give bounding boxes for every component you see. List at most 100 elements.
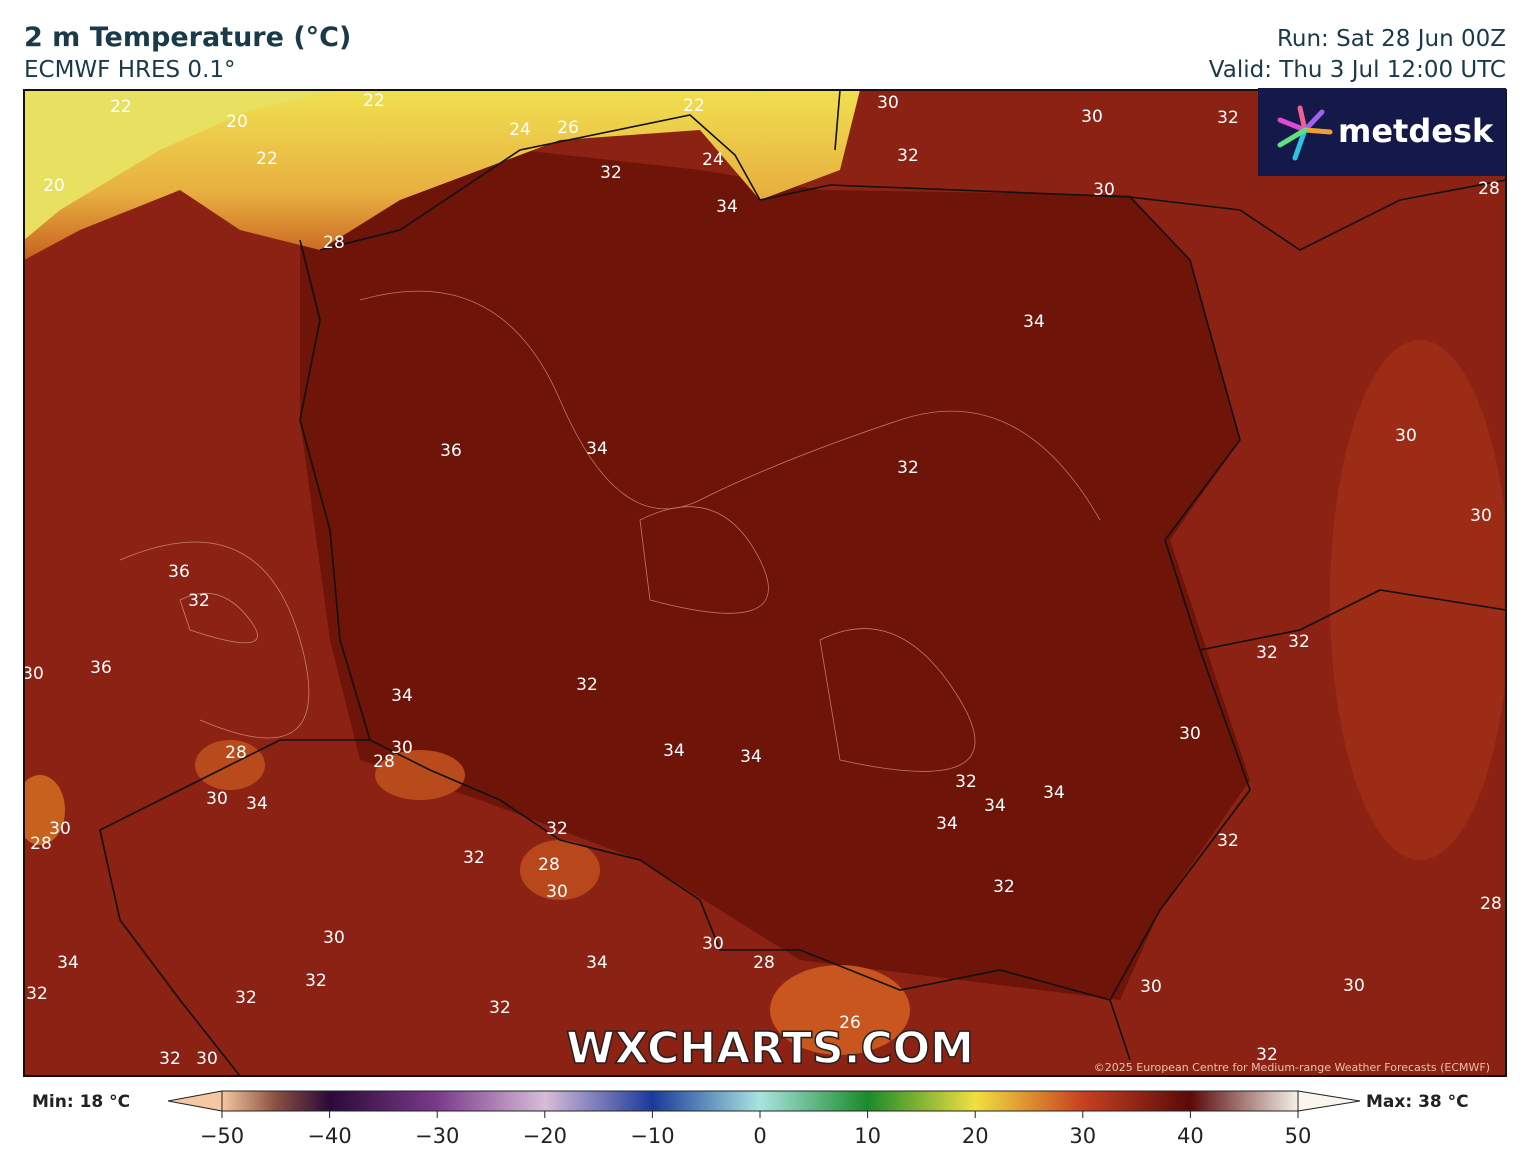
contour-label: 28	[538, 855, 560, 875]
contours	[119, 290, 1101, 772]
colorbar: Min: 18 °C Max: 38 °C −50 −40 −30 −20 −10 0 10…	[32, 1090, 1469, 1148]
run-time: Run: Sat 28 Jun 00Z	[1277, 26, 1506, 52]
contour-label: 32	[955, 772, 977, 792]
contour-label: 28	[373, 752, 395, 772]
colorbar-tick-label: 50	[1285, 1124, 1312, 1148]
contour-label: 26	[557, 118, 579, 138]
colorbar-tick-label: 10	[854, 1124, 881, 1148]
contour-label: 36	[90, 658, 112, 678]
colorbar-tick-label: 40	[1177, 1124, 1204, 1148]
contour-label: 32	[576, 675, 598, 695]
contour-label: 32	[600, 163, 622, 183]
contour-label: 34	[740, 747, 762, 767]
contour-label: 32	[1256, 1045, 1278, 1065]
title: 2 m Temperature (°C)	[24, 22, 351, 53]
warm-patch	[375, 750, 465, 800]
logo-text: metdesk	[1338, 112, 1494, 150]
warm-patch	[770, 965, 910, 1055]
sea-cool	[24, 90, 340, 240]
contour-label: 36	[168, 562, 190, 582]
contour-label: 34	[586, 953, 608, 973]
contour-label: 30	[391, 738, 413, 758]
contour-label: 22	[683, 96, 705, 116]
contour-label: 28	[1478, 179, 1500, 199]
contour-label: 32	[993, 877, 1015, 897]
warm-patch	[24, 775, 65, 845]
valid-time: Valid: Thu 3 Jul 12:00 UTC	[1209, 57, 1506, 83]
contour-label: 30	[196, 1049, 218, 1069]
contour-label: 34	[984, 796, 1006, 816]
contour-label: 34	[1043, 783, 1065, 803]
contour-label: 32	[159, 1049, 181, 1069]
contour-label: 32	[1217, 108, 1239, 128]
colorbar-tick-label: −40	[307, 1124, 351, 1148]
contour-label: 22	[256, 149, 278, 169]
contour-label: 30	[323, 928, 345, 948]
contour-label: 28	[30, 834, 52, 854]
warm-patch	[520, 840, 600, 900]
contour-label: 34	[57, 953, 79, 973]
colorbar-extend-low	[167, 1090, 223, 1112]
contour-label: 34	[391, 686, 413, 706]
contour-label: 32	[463, 848, 485, 868]
contour-label: 20	[226, 112, 248, 132]
colorbar-tick-label: −20	[523, 1124, 567, 1148]
contour-label: 32	[1288, 632, 1310, 652]
max-label: Max: 38 °C	[1366, 1092, 1469, 1112]
borders	[99, 90, 1506, 1076]
min-label: Min: 18 °C	[32, 1092, 130, 1112]
contour-label: 24	[509, 120, 531, 140]
copyright: ©2025 European Centre for Medium-range W…	[1094, 1061, 1490, 1074]
contour-label: 20	[43, 176, 65, 196]
contour-label: 30	[702, 934, 724, 954]
contour-label: 30	[1093, 180, 1115, 200]
contour-label: 32	[1217, 831, 1239, 851]
contour-label: 30	[49, 819, 71, 839]
colorbar-tick-label: −10	[630, 1124, 674, 1148]
contour-label: 32	[546, 819, 568, 839]
colorbar-ticks: −50 −40 −30 −20 −10 0 10 20 30 40 50	[200, 1111, 1312, 1148]
inland-region	[300, 150, 1250, 1000]
contour-label: 30	[1140, 977, 1162, 997]
contour-label: 30	[22, 664, 44, 684]
contour-label: 34	[663, 741, 685, 761]
warm-patch	[1330, 340, 1506, 860]
contour-label: 32	[188, 591, 210, 611]
contour-label: 32	[305, 971, 327, 991]
logo-star	[1277, 105, 1333, 161]
contour-label: 34	[1023, 312, 1045, 332]
contour-label: 30	[1179, 724, 1201, 744]
contour-label: 30	[206, 789, 228, 809]
contour-label: 32	[1256, 643, 1278, 663]
contour-label: 26	[839, 1013, 861, 1033]
contour-label: 24	[702, 150, 724, 170]
logo: metdesk	[1258, 88, 1506, 176]
contour-label: 22	[363, 91, 385, 111]
header: 2 m Temperature (°C) ECMWF HRES 0.1° Run…	[24, 22, 1506, 83]
contour-label: 32	[897, 458, 919, 478]
contour-label: 32	[897, 146, 919, 166]
contour-label: 28	[1480, 894, 1502, 914]
contour-label: 32	[235, 988, 257, 1008]
colorbar-scale	[221, 1090, 1299, 1112]
contour-label: 28	[225, 743, 247, 763]
colorbar-tick-label: −30	[415, 1124, 459, 1148]
contour-label: 34	[246, 794, 268, 814]
contour-label: 34	[936, 814, 958, 834]
contour-label: 32	[26, 984, 48, 1004]
contour-label: 32	[489, 998, 511, 1018]
contour-label: 30	[877, 93, 899, 113]
map-frame	[23, 89, 1507, 1077]
colorbar-tick-label: 20	[962, 1124, 989, 1148]
contour-label: 30	[1343, 976, 1365, 996]
colorbar-tick-label: 0	[753, 1124, 766, 1148]
colorbar-tick-label: 30	[1069, 1124, 1096, 1148]
contour-label: 30	[546, 882, 568, 902]
sea-region	[24, 90, 860, 260]
contour-label: 28	[323, 233, 345, 253]
contour-label: 34	[586, 439, 608, 459]
contour-label: 28	[753, 953, 775, 973]
